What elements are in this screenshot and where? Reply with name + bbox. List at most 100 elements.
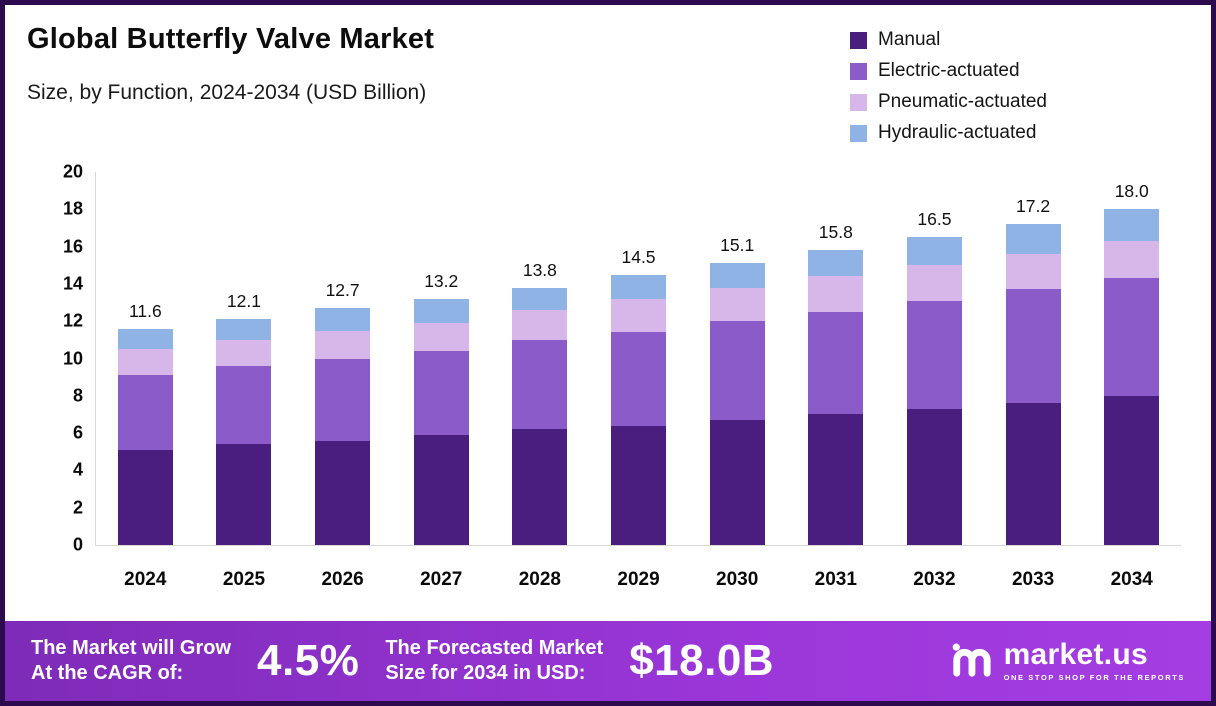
bar-stack [216,319,272,545]
bar-segment-manual [117,449,173,545]
forecast-label: The Forecasted Market Size for 2034 in U… [385,636,603,686]
legend-swatch [850,62,867,80]
bar-stack [906,237,962,545]
bar-column: 17.2 2033 [984,172,1083,590]
bar-total-label: 18.0 [1114,181,1149,202]
bar-segment-electric-actuated [611,332,667,426]
bar-segment-pneumatic-actuated [117,349,173,376]
page-title: Global Butterfly Valve Market [27,23,435,55]
brand-tagline: ONE STOP SHOP FOR THE REPORTS [1003,673,1185,683]
bar-stack [709,263,765,545]
bar-segment-electric-actuated [1005,289,1061,404]
x-axis-label: 2031 [814,569,857,590]
bar-segment-manual [709,420,765,545]
bar-total-label: 14.5 [621,246,656,267]
x-axis-label: 2029 [617,569,660,590]
x-axis-label: 2027 [420,569,463,590]
bar-segment-manual [906,408,962,545]
y-tick-label: 0 [72,534,83,555]
legend-label: Pneumatic-actuated [878,91,1047,112]
y-tick-label: 12 [62,310,83,331]
y-axis: 0 2 4 6 8 10 12 14 16 18 20 [13,162,83,555]
legend-label: Hydraulic-actuated [878,122,1037,143]
bar-total-label: 17.2 [1016,196,1051,217]
bar-segment-manual [315,440,371,545]
bar-stack [512,287,568,545]
bar-stack [1104,209,1160,545]
x-axis-label: 2034 [1110,569,1153,590]
x-axis-label: 2024 [124,569,167,590]
bar-segment-pneumatic-actuated [709,287,765,322]
bar-stack [611,274,667,545]
bar-segment-pneumatic-actuated [808,276,864,312]
bar-stack [1005,224,1061,545]
bar-segment-electric-actuated [512,339,568,430]
bar-segment-electric-actuated [315,358,371,441]
bar-segment-electric-actuated [413,351,469,435]
bar-column: 18.0 2034 [1082,172,1181,590]
forecast-value: $18.0B [629,636,775,685]
y-tick-label: 6 [72,422,83,443]
bar-segment-manual [808,414,864,545]
bar-total-label: 13.2 [424,270,459,291]
bar-column: 16.5 2032 [885,172,984,590]
bar-segment-hydraulic-actuated [1005,224,1061,255]
bar-segment-hydraulic-actuated [611,274,667,299]
y-tick-label: 4 [72,459,83,480]
bar-segment-manual [611,425,667,545]
bar-column: 15.1 2030 [688,172,787,590]
legend-swatch [850,31,867,49]
bar-stack [315,308,371,545]
bar-column: 11.6 2024 [96,172,195,590]
footer-banner: The Market will Grow At the CAGR of: 4.5… [5,621,1211,701]
bar-segment-pneumatic-actuated [906,265,962,301]
x-axis-label: 2032 [913,569,956,590]
bar-segment-electric-actuated [216,365,272,445]
bar-segment-pneumatic-actuated [216,339,272,366]
y-tick-label: 18 [62,198,83,219]
bar-segment-hydraulic-actuated [216,319,272,340]
y-tick-label: 2 [72,497,83,518]
bar-stack [808,250,864,545]
bar-segment-electric-actuated [906,300,962,409]
bar-stack [413,298,469,545]
bar-segment-electric-actuated [709,321,765,421]
y-tick-label: 8 [72,385,83,406]
bar-segment-pneumatic-actuated [611,298,667,333]
x-axis-label: 2026 [321,569,364,590]
cagr-label: The Market will Grow At the CAGR of: [31,636,231,686]
bar-total-label: 15.8 [818,222,853,243]
bar-segment-pneumatic-actuated [413,323,469,352]
x-axis-label: 2025 [222,569,266,590]
bar-segment-hydraulic-actuated [906,237,962,266]
bar-total-label: 12.7 [325,280,360,301]
bar-column: 12.7 2026 [293,172,392,590]
legend-swatch [850,93,867,111]
legend-item: Hydraulic-actuated [850,122,1047,144]
bar-segment-hydraulic-actuated [1104,209,1160,242]
page-subtitle: Size, by Function, 2024-2034 (USD Billio… [27,81,427,104]
bar-segment-pneumatic-actuated [512,310,568,340]
bar-column: 12.1 2025 [195,172,294,590]
x-axis-label: 2028 [518,569,562,590]
bar-segment-pneumatic-actuated [1005,254,1061,290]
bar-segment-hydraulic-actuated [413,298,469,324]
bar-column: 14.5 2029 [589,172,688,590]
legend-label: Manual [878,29,941,50]
bar-segment-electric-actuated [117,375,173,450]
bar-segment-hydraulic-actuated [315,308,371,331]
bar-segment-hydraulic-actuated [709,263,765,288]
cagr-label-line1: The Market will Grow [31,637,232,659]
legend-item: Manual [850,29,1047,51]
marketus-logo: market.us ONE STOP SHOP FOR THE REPORTS [950,640,1185,683]
legend-item: Pneumatic-actuated [850,91,1047,113]
bar-stack [117,328,173,545]
y-tick-label: 20 [62,161,83,182]
y-tick-label: 10 [62,348,83,368]
x-axis-label: 2033 [1011,569,1055,590]
bar-total-label: 11.6 [128,300,162,321]
marketus-logo-text: market.us ONE STOP SHOP FOR THE REPORTS [1004,640,1185,682]
bar-total-label: 13.8 [522,259,557,280]
bar-segment-electric-actuated [808,311,864,415]
